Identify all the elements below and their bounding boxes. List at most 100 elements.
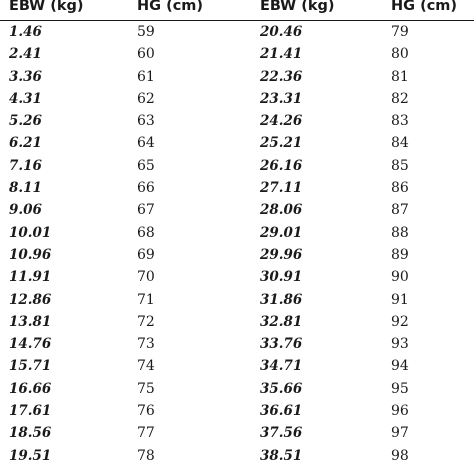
hg-right-cell: 85: [391, 157, 409, 174]
ebw-left-cell: 17.61: [9, 403, 52, 420]
hg-right-cell: 89: [391, 246, 409, 263]
hg-right-cell: 88: [391, 224, 409, 241]
table-row: 10.01 68 29.01 88: [0, 222, 474, 244]
hg-left-cell: 71: [137, 291, 155, 308]
hg-right-cell: 87: [391, 202, 409, 219]
ebw-right-cell: 24.26: [260, 113, 303, 130]
hg-left-cell: 62: [137, 90, 155, 107]
ebw-left-cell: 10.96: [9, 246, 52, 263]
ebw-right-cell: 26.16: [260, 157, 303, 174]
table-row: 18.56 77 37.56 97: [0, 422, 474, 444]
hg-left-cell: 75: [137, 380, 155, 397]
hg-right-cell: 92: [391, 313, 409, 330]
ebw-right-cell: 35.66: [260, 380, 303, 397]
hg-right-cell: 90: [391, 269, 409, 286]
ebw-right-cell: 37.56: [260, 425, 303, 442]
table-row: 13.81 72 32.81 92: [0, 311, 474, 333]
hg-left-cell: 72: [137, 313, 155, 330]
table-row: 14.76 73 33.76 93: [0, 333, 474, 355]
ebw-left-cell: 3.36: [9, 68, 42, 85]
ebw-right-cell: 30.91: [260, 269, 303, 286]
table-row: 9.06 67 28.06 87: [0, 199, 474, 221]
ebw-right-cell: 21.41: [260, 46, 303, 63]
hg-left-cell: 63: [137, 113, 155, 130]
table-row: 4.31 62 23.31 82: [0, 88, 474, 110]
table-header-row: EBW (kg) HG (cm) EBW (kg) HG (cm): [0, 0, 474, 21]
table-row: 15.71 74 34.71 94: [0, 355, 474, 377]
table-row: 2.41 60 21.41 80: [0, 43, 474, 65]
hg-left-cell: 73: [137, 336, 155, 353]
ebw-left-cell: 14.76: [9, 336, 52, 353]
ebw-right-cell: 32.81: [260, 313, 303, 330]
table-row: 3.36 61 22.36 81: [0, 66, 474, 88]
hg-right-cell: 81: [391, 68, 409, 85]
hg-left-cell: 64: [137, 135, 155, 152]
ebw-right-cell: 33.76: [260, 336, 303, 353]
hg-left-cell: 61: [137, 68, 155, 85]
ebw-left-cell: 18.56: [9, 425, 52, 442]
hg-right-cell: 83: [391, 113, 409, 130]
hg-right-cell: 96: [391, 403, 409, 420]
hg-left-cell: 60: [137, 46, 155, 63]
hg-left-cell: 66: [137, 180, 155, 197]
header-ebw-left: EBW (kg): [9, 0, 84, 14]
hg-right-cell: 95: [391, 380, 409, 397]
hg-left-cell: 59: [137, 24, 155, 40]
table-row: 19.51 78 38.51 98: [0, 445, 474, 467]
ebw-left-cell: 9.06: [9, 202, 42, 219]
header-hg-left: HG (cm): [137, 0, 204, 14]
table-row: 12.86 71 31.86 91: [0, 289, 474, 311]
table-row: 17.61 76 36.61 96: [0, 400, 474, 422]
hg-right-cell: 97: [391, 425, 409, 442]
ebw-right-cell: 31.86: [260, 291, 303, 308]
ebw-right-cell: 25.21: [260, 135, 303, 152]
ebw-right-cell: 28.06: [260, 202, 303, 219]
table-row: 10.96 69 29.96 89: [0, 244, 474, 266]
hg-right-cell: 94: [391, 358, 409, 375]
hg-right-cell: 80: [391, 46, 409, 63]
table-body: 1.46 59 20.46 79 2.41 60 21.41 80 3.36 61 22.36 81 4…: [0, 21, 474, 467]
ebw-right-cell: 27.11: [260, 180, 303, 197]
hg-right-cell: 91: [391, 291, 409, 308]
hg-right-cell: 84: [391, 135, 409, 152]
ebw-left-cell: 5.26: [9, 113, 42, 130]
table-row: 8.11 66 27.11 86: [0, 177, 474, 199]
hg-left-cell: 77: [137, 425, 155, 442]
hg-left-cell: 70: [137, 269, 155, 286]
table-row: 7.16 65 26.16 85: [0, 155, 474, 177]
ebw-left-cell: 2.41: [9, 46, 42, 63]
hg-left-cell: 74: [137, 358, 155, 375]
hg-left-cell: 68: [137, 224, 155, 241]
ebw-right-cell: 22.36: [260, 68, 303, 85]
ebw-left-cell: 7.16: [9, 157, 42, 174]
ebw-left-cell: 11.91: [9, 269, 52, 286]
hg-left-cell: 69: [137, 246, 155, 263]
hg-left-cell: 67: [137, 202, 155, 219]
ebw-right-cell: 34.71: [260, 358, 303, 375]
ebw-left-cell: 6.21: [9, 135, 42, 152]
ebw-left-cell: 1.46: [9, 24, 42, 40]
hg-right-cell: 79: [391, 24, 409, 40]
table-row: 16.66 75 35.66 95: [0, 378, 474, 400]
ebw-left-cell: 16.66: [9, 380, 52, 397]
ebw-left-cell: 19.51: [9, 447, 52, 464]
hg-right-cell: 86: [391, 180, 409, 197]
table-row: 1.46 59 20.46 79: [0, 21, 474, 43]
header-ebw-right: EBW (kg): [260, 0, 335, 14]
table-row: 6.21 64 25.21 84: [0, 132, 474, 154]
ebw-left-cell: 13.81: [9, 313, 52, 330]
hg-left-cell: 78: [137, 447, 155, 464]
hg-left-cell: 76: [137, 403, 155, 420]
ebw-right-cell: 20.46: [260, 24, 303, 40]
hg-right-cell: 93: [391, 336, 409, 353]
ebw-left-cell: 8.11: [9, 180, 42, 197]
ebw-right-cell: 29.96: [260, 246, 303, 263]
ebw-right-cell: 23.31: [260, 90, 303, 107]
table-row: 11.91 70 30.91 90: [0, 266, 474, 288]
header-hg-right: HG (cm): [391, 0, 458, 14]
table-row: 5.26 63 24.26 83: [0, 110, 474, 132]
ebw-right-cell: 29.01: [260, 224, 303, 241]
ebw-left-cell: 12.86: [9, 291, 52, 308]
ebw-left-cell: 15.71: [9, 358, 52, 375]
